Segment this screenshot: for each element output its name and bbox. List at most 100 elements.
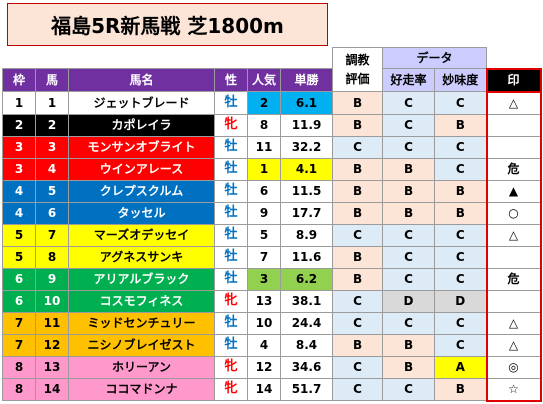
hyoka-cell: B	[332, 179, 384, 203]
table-row: 3 4 ウインアレース牡 1 4.1 B B C 危	[2, 157, 542, 181]
horse-name-cell: ココマドンナ	[68, 377, 215, 401]
mimido-cell: C	[434, 157, 488, 181]
header-uma: 馬	[35, 68, 69, 92]
ninki-cell: 14	[247, 377, 281, 401]
waku-cell: 6	[2, 267, 36, 291]
horse-name-cell: ウインアレース	[68, 157, 215, 181]
shirushi-cell	[485, 289, 542, 313]
tansho-cell: 11.9	[279, 113, 334, 137]
kosouritsu-cell: C	[382, 91, 436, 115]
mimido-cell: C	[434, 267, 488, 291]
shirushi-cell: ☆	[485, 377, 542, 402]
shirushi-cell: 危	[485, 157, 542, 181]
ninki-cell: 1	[247, 157, 281, 181]
table-row: 2 2 カポレイラ牝 8 11.9 B C B	[2, 113, 542, 137]
tansho-cell: 32.2	[279, 135, 334, 159]
shirushi-cell: 危	[485, 267, 542, 291]
ninki-cell: 7	[247, 245, 281, 269]
uma-cell: 14	[35, 377, 69, 401]
mimido-cell: A	[434, 355, 488, 379]
horse-name-cell: アグネスサンキ	[68, 245, 215, 269]
tansho-cell: 51.7	[279, 377, 334, 401]
uma-cell: 3	[35, 135, 69, 159]
ninki-cell: 9	[247, 201, 281, 225]
table-row: 6 9 アリアルブラック牡 3 6.2 B C C 危	[2, 267, 542, 291]
horse-name-cell: コスモフィネス	[68, 289, 215, 313]
ninki-cell: 11	[247, 135, 281, 159]
mimido-cell: D	[434, 289, 488, 313]
kosouritsu-cell: D	[382, 289, 436, 313]
waku-cell: 4	[2, 201, 36, 225]
waku-cell: 5	[2, 245, 36, 269]
race-table: 調教 評価 データ 枠 馬 馬名 性 人気 単勝 好走率 妙味度 印 1 1 ジェッ…	[2, 47, 542, 402]
ninki-cell: 13	[247, 289, 281, 313]
shirushi-cell: △	[485, 311, 542, 335]
kosouritsu-cell: B	[382, 157, 436, 181]
sex-cell: 牡	[214, 245, 248, 269]
hyoka-cell: B	[332, 113, 384, 137]
header-tansho: 単勝	[279, 68, 334, 92]
sex-cell: 牡	[214, 201, 248, 225]
tansho-cell: 38.1	[279, 289, 334, 313]
ninki-cell: 5	[247, 223, 281, 247]
shirushi-cell: ○	[485, 201, 542, 225]
horse-name-cell: クレプスクルム	[68, 179, 215, 203]
header-ninki: 人気	[247, 68, 281, 92]
tansho-cell: 11.5	[279, 179, 334, 203]
horse-name-cell: マーズオデッセイ	[68, 223, 215, 247]
table-row: 7 12 ニシノブレイゼスト牡 4 8.4 B B C △	[2, 333, 542, 357]
ninki-cell: 8	[247, 113, 281, 137]
hyoka-cell: C	[332, 223, 384, 247]
kosouritsu-cell: C	[382, 267, 436, 291]
waku-cell: 6	[2, 289, 36, 313]
tansho-cell: 8.4	[279, 333, 334, 357]
sex-cell: 牝	[214, 289, 248, 313]
horse-name-cell: カポレイラ	[68, 113, 215, 137]
sex-cell: 牝	[214, 113, 248, 137]
header-mimido: 妙味度	[434, 68, 488, 92]
table-row: 4 6 タッセル牡 9 17.7 B B B ○	[2, 201, 542, 225]
header-waku: 枠	[2, 68, 36, 92]
shirushi-cell: ◎	[485, 355, 542, 379]
mimido-cell: C	[434, 245, 488, 269]
horse-name-cell: ニシノブレイゼスト	[68, 333, 215, 357]
uma-cell: 2	[35, 113, 69, 137]
waku-cell: 8	[2, 355, 36, 379]
uma-cell: 12	[35, 333, 69, 357]
horse-name-cell: モンサンオブライト	[68, 135, 215, 159]
tansho-cell: 4.1	[279, 157, 334, 181]
table-row: 6 10 コスモフィネス牝 13 38.1 C D D	[2, 289, 542, 313]
table-row: 3 3 モンサンオブライト牡 11 32.2 C C C	[2, 135, 542, 159]
shirushi-cell	[485, 245, 542, 269]
header-shirushi: 印	[485, 67, 542, 93]
waku-cell: 4	[2, 179, 36, 203]
table-row: 5 8 アグネスサンキ牡 7 11.6 B C C	[2, 245, 542, 269]
sex-cell: 牝	[214, 377, 248, 401]
ninki-cell: 12	[247, 355, 281, 379]
sex-cell: 牡	[214, 223, 248, 247]
kosouritsu-cell: C	[382, 135, 436, 159]
waku-cell: 1	[2, 91, 36, 115]
hyoka-cell: C	[332, 311, 384, 335]
horse-name-cell: ジェットブレード	[68, 91, 215, 115]
sex-cell: 牡	[214, 267, 248, 291]
hyoka-cell: B	[332, 245, 384, 269]
header-bamei: 馬名	[68, 68, 215, 92]
hyoka-cell: B	[332, 201, 384, 225]
hyoka-cell: C	[332, 377, 384, 401]
uma-cell: 6	[35, 201, 69, 225]
waku-cell: 3	[2, 157, 36, 181]
header-kosouritsu: 好走率	[382, 68, 436, 92]
waku-cell: 5	[2, 223, 36, 247]
hyoka-cell: B	[332, 333, 384, 357]
kosouritsu-cell: C	[382, 377, 436, 401]
uma-cell: 8	[35, 245, 69, 269]
header-chokyo-hyoka: 調教 評価	[332, 47, 384, 92]
mimido-cell: B	[434, 377, 488, 401]
tansho-cell: 6.1	[279, 91, 334, 115]
hyoka-cell: C	[332, 355, 384, 379]
shirushi-cell	[485, 113, 542, 137]
header-chokyo: 調教	[345, 52, 370, 67]
ninki-cell: 3	[247, 267, 281, 291]
mimido-cell: B	[434, 201, 488, 225]
